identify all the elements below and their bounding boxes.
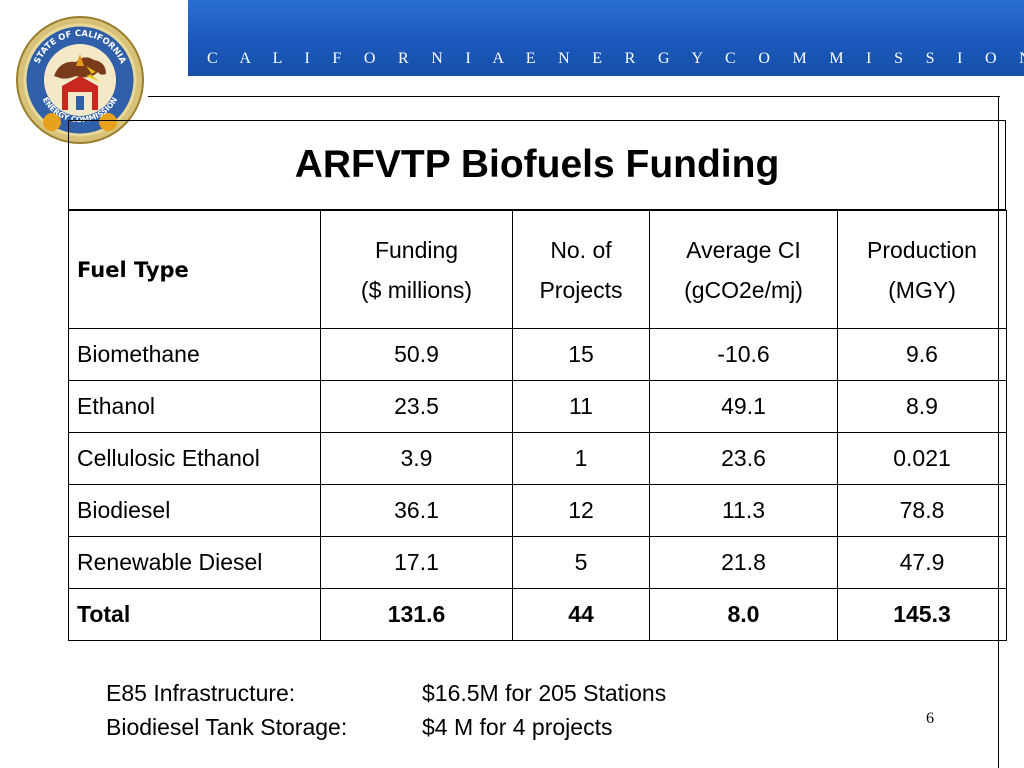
table-row: Biomethane 50.9 15 -10.6 9.6 xyxy=(68,328,1007,381)
table-row: Ethanol 23.5 11 49.1 8.9 xyxy=(68,380,1007,433)
organization-name: C A L I F O R N I A E N E R G Y C O M M … xyxy=(207,50,1024,67)
cell-total-projects: 44 xyxy=(512,588,650,641)
cell-projects: 15 xyxy=(512,328,650,381)
cell-ci: 23.6 xyxy=(649,432,838,485)
cell-ci: 21.8 xyxy=(649,536,838,589)
cell-production: 47.9 xyxy=(837,536,1007,589)
cell-production: 0.021 xyxy=(837,432,1007,485)
cell-funding: 23.5 xyxy=(320,380,513,433)
cell-ci: 49.1 xyxy=(649,380,838,433)
footer-biodiesel-label: Biodiesel Tank Storage: xyxy=(106,714,348,740)
cell-total-production: 145.3 xyxy=(837,588,1007,641)
cell-funding: 50.9 xyxy=(320,328,513,381)
header-average-ci: Average CI (gCO2e/mj) xyxy=(649,210,838,329)
footer-e85-value: $16.5M for 205 Stations xyxy=(422,680,667,706)
cell-production: 78.8 xyxy=(837,484,1007,537)
header-fuel-type: Fuel Type xyxy=(68,210,321,329)
cell-fuel: Ethanol xyxy=(68,380,321,433)
header-projects-line2: Projects xyxy=(539,276,623,303)
header-bar xyxy=(188,0,1024,76)
footer-e85-label: E85 Infrastructure: xyxy=(106,680,296,706)
header-ci-line2: (gCO2e/mj) xyxy=(684,276,803,303)
footer-notes: E85 Infrastructure: $16.5M for 205 Stati… xyxy=(106,676,666,744)
cell-fuel: Cellulosic Ethanol xyxy=(68,432,321,485)
header-production-line2: (MGY) xyxy=(888,276,956,303)
cell-ci: -10.6 xyxy=(649,328,838,381)
cell-projects: 1 xyxy=(512,432,650,485)
footer-note-biodiesel: Biodiesel Tank Storage: $4 M for 4 proje… xyxy=(106,710,666,744)
header-funding-line1: Funding xyxy=(374,236,459,263)
cell-fuel: Biodiesel xyxy=(68,484,321,537)
cell-total-ci: 8.0 xyxy=(649,588,838,641)
cell-total-funding: 131.6 xyxy=(320,588,513,641)
cell-projects: 12 xyxy=(512,484,650,537)
cell-fuel: Renewable Diesel xyxy=(68,536,321,589)
header-funding-line2: ($ millions) xyxy=(360,276,473,303)
header-production: Production (MGY) xyxy=(837,210,1007,329)
title-box: ARFVTP Biofuels Funding xyxy=(68,120,1006,210)
header-funding: Funding ($ millions) xyxy=(320,210,513,329)
table-header-row: Fuel Type Funding ($ millions) No. of Proj… xyxy=(68,210,1007,329)
biofuels-funding-table: Fuel Type Funding ($ millions) No. of Proj… xyxy=(68,210,1007,641)
table-total-row: Total 131.6 44 8.0 145.3 xyxy=(68,588,1007,641)
cell-fuel: Biomethane xyxy=(68,328,321,381)
footer-note-e85: E85 Infrastructure: $16.5M for 205 Stati… xyxy=(106,676,666,710)
cell-projects: 5 xyxy=(512,536,650,589)
cell-funding: 36.1 xyxy=(320,484,513,537)
cell-funding: 17.1 xyxy=(320,536,513,589)
cell-production: 9.6 xyxy=(837,328,1007,381)
cell-funding: 3.9 xyxy=(320,432,513,485)
cell-ci: 11.3 xyxy=(649,484,838,537)
cell-production: 8.9 xyxy=(837,380,1007,433)
frame-top-line xyxy=(148,96,1000,97)
cell-total-label: Total xyxy=(68,588,321,641)
table-title: ARFVTP Biofuels Funding xyxy=(294,143,780,186)
header-ci-line1: Average CI xyxy=(686,236,801,263)
header-production-line1: Production xyxy=(867,236,977,263)
cell-projects: 11 xyxy=(512,380,650,433)
table-row: Cellulosic Ethanol 3.9 1 23.6 0.021 xyxy=(68,432,1007,485)
page-number: 6 xyxy=(926,710,934,727)
header-projects-line1: No. of xyxy=(550,236,612,263)
table-row: Renewable Diesel 17.1 5 21.8 47.9 xyxy=(68,536,1007,589)
energy-commission-seal-logo: STATE OF CALIFORNIA ENERGY COMMISSION xyxy=(16,16,144,144)
table-row: Biodiesel 36.1 12 11.3 78.8 xyxy=(68,484,1007,537)
footer-biodiesel-value: $4 M for 4 projects xyxy=(422,714,613,740)
header-projects: No. of Projects xyxy=(512,210,650,329)
